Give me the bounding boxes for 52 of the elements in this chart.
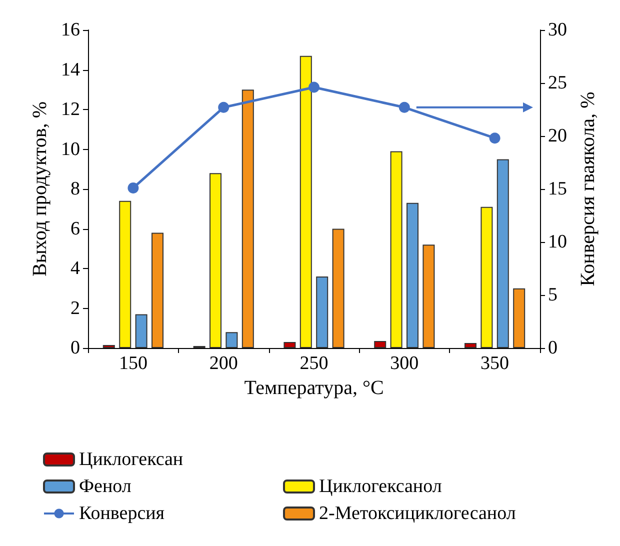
bar <box>242 90 254 348</box>
bar <box>422 244 435 348</box>
bar <box>135 314 148 348</box>
bar <box>316 276 328 348</box>
bar <box>152 232 164 348</box>
y2-axis-title: Конверсия гваякола, % <box>577 92 599 286</box>
point <box>218 102 230 113</box>
legend-label: Фенол <box>79 476 132 497</box>
y-tick-label: 16 <box>61 20 80 40</box>
legend-label: Конверсия <box>79 503 165 524</box>
bar <box>210 173 222 348</box>
y-tick-label: 4 <box>70 258 80 279</box>
y-tick-label: 8 <box>70 178 80 200</box>
point <box>489 132 500 144</box>
bar <box>390 151 402 348</box>
x-tick-label: 350 <box>480 353 510 374</box>
y2-tick-label: 10 <box>548 232 567 252</box>
x-tick-label: 250 <box>300 353 328 374</box>
bar <box>406 202 418 348</box>
bar <box>374 341 386 348</box>
y2-tick-label: 25 <box>548 72 567 94</box>
y-tick-label: 12 <box>61 99 80 120</box>
y-tick-label: 14 <box>61 59 80 80</box>
legend-label: Циклогексанол <box>319 476 442 497</box>
y-tick-label: 2 <box>70 298 80 319</box>
legend-label: 2-Метоксициклогесанол <box>319 503 516 524</box>
bar <box>119 200 132 348</box>
point <box>128 182 139 194</box>
y2-tick-label: 20 <box>548 126 567 146</box>
bar <box>480 206 493 348</box>
x-tick-label: 200 <box>209 353 238 374</box>
x-tick-label: 300 <box>390 353 419 374</box>
point <box>308 82 320 93</box>
y-tick-label: 10 <box>61 138 80 160</box>
y-tick-label: 0 <box>70 338 80 358</box>
point <box>398 102 410 113</box>
y2-tick-label: 0 <box>548 338 558 358</box>
y2-tick-label: 5 <box>548 284 558 306</box>
bar <box>226 332 238 348</box>
legend-label: Циклогексан <box>79 449 184 470</box>
x-tick-label: 150 <box>118 353 148 374</box>
y-tick-label: 6 <box>70 218 80 240</box>
bar <box>332 228 344 348</box>
y-axis-title: Выход продуктов, % <box>29 102 51 276</box>
bar <box>464 343 476 348</box>
bar <box>513 288 526 348</box>
x-axis-title: Температура, °C <box>244 376 384 399</box>
bar <box>496 159 509 348</box>
y2-tick-label: 15 <box>548 178 567 200</box>
bar <box>284 342 296 348</box>
bar <box>300 56 312 348</box>
y2-tick-label: 30 <box>548 20 567 40</box>
